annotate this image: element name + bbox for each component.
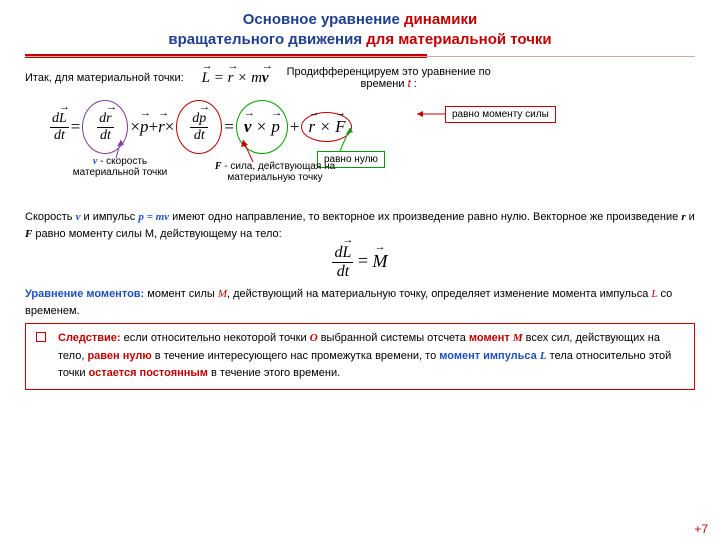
p1d: имеют одно направление, то векторное их … (169, 211, 681, 223)
intro-row: Итак, для материальной точки: L = r × mv… (25, 66, 695, 90)
intro-right-b: времени (361, 78, 408, 90)
title-part1: Основное уравнение (243, 11, 404, 28)
caption-v-txt: - скорость материальной точки (73, 156, 167, 178)
cq-j: момент импульса (439, 350, 540, 362)
p2c: М (218, 288, 227, 300)
cq-b: если относительно некоторой точки (121, 332, 310, 344)
cq-c: О (310, 332, 318, 344)
cq-d: выбранной системы отсчета (318, 332, 469, 344)
cq-n: в течение этого времени. (208, 367, 340, 379)
caption-f-sym: F (215, 161, 222, 172)
bullet-icon (36, 332, 46, 342)
ring-red: dpdt (176, 100, 222, 154)
page-number: +7 (694, 522, 708, 536)
p1a: Скорость (25, 211, 76, 223)
title-part3: вращательного движения (168, 31, 366, 48)
intro-right-a: Продифференцируем это уравнение по (287, 66, 491, 78)
eq-center: dLdt = M (25, 245, 695, 280)
caption-f-txt: - сила, действующая на материальную точк… (222, 161, 336, 183)
para1: Скорость v и импульс p = mv имеют одно н… (25, 209, 695, 242)
page-title: Основное уравнение динамики вращательног… (25, 10, 695, 49)
derivative-block: dLdt = drdt × p + r × dpdt = v × p + r ×… (25, 96, 695, 206)
para2: Уравнение моментов: момент силы М, дейст… (25, 286, 695, 319)
intro-right-c: : (411, 78, 417, 90)
p2a: Уравнение моментов: (25, 288, 144, 300)
consequence-box: Следствие: если относительно некоторой т… (25, 323, 695, 390)
slide: Основное уравнение динамики вращательног… (0, 0, 720, 540)
cq-i: в течение интересующего нас промежутка в… (152, 350, 440, 362)
p1c: p = mv (138, 211, 169, 223)
cq-m: остается постоянным (89, 367, 208, 379)
cq-f: М (513, 332, 523, 344)
cq-k: L (540, 350, 547, 362)
title-part4: для материальной точки (366, 31, 551, 48)
main-equation: dLdt = drdt × p + r × dpdt = v × p + r ×… (50, 100, 352, 154)
intro-right: Продифференцируем это уравнение по време… (287, 66, 491, 90)
p1h: равно моменту силы М, действующему на те… (32, 228, 281, 240)
arrow-red (417, 108, 447, 120)
p1b: и импульс (80, 211, 138, 223)
title-part2: динамики (404, 11, 477, 28)
cq-e: момент (469, 332, 513, 344)
box-red: равно моменту силы (445, 106, 556, 123)
cq-h: равен нулю (87, 350, 151, 362)
cq-a: Следствие: (58, 332, 121, 344)
caption-f: F - сила, действующая на материальную то… (190, 161, 360, 183)
intro-left: Итак, для материальной точки: (25, 72, 184, 84)
p1f: и (686, 211, 695, 223)
formula-L: L = r × mv (202, 70, 269, 87)
divider (25, 54, 695, 58)
p2b: момент силы (144, 288, 218, 300)
caption-v: v - скорость материальной точки (60, 156, 180, 178)
p2d: , действующий на материальную точку, опр… (227, 288, 651, 300)
